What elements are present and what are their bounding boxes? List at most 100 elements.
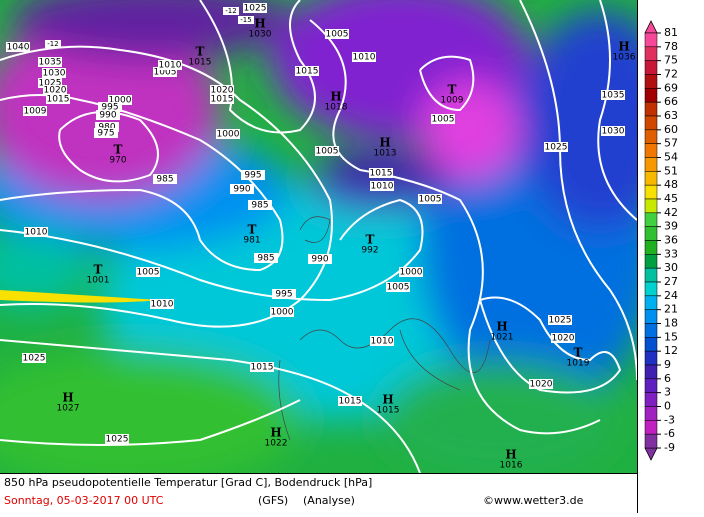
isobar-label-bg [551,333,575,343]
center-pressure: 1013 [374,149,397,159]
isobar-label: 1010 [371,182,394,192]
colorbar-tick-label: 45 [664,192,678,205]
center-symbol: H [379,136,390,150]
isobar-label: 1015 [296,67,319,77]
center-symbol: T [196,45,205,59]
colorbar-segment [644,212,658,227]
isobar-label: 1010 [353,53,376,63]
colorbar-tick-label: 63 [664,109,678,122]
isobar-label: 1010 [371,337,394,347]
isobar-label: 995 [244,171,261,181]
colorbar-tick-label: 78 [664,40,678,53]
temperature-label: -12 [225,7,236,15]
center-pressure: 1016 [500,461,523,471]
center-symbol: H [496,320,507,334]
center-symbol: H [382,393,393,407]
colorbar-tick-label: 36 [664,234,678,247]
isobar-label-bg [210,94,234,104]
isobar-label: 1035 [39,58,62,68]
isobar-label: 975 [97,129,114,139]
center-symbol: H [62,391,73,405]
isobar-label-bg [24,227,48,237]
isobar-label-bg [431,114,455,124]
isobar-label-bg [150,299,174,309]
colorbar-tick-label: 42 [664,206,678,219]
isobar-label-bg [46,94,70,104]
center-pressure: 1015 [189,58,212,68]
colorbar: 8178757269666360575451484542393633302724… [644,20,678,461]
center-pressure: 1036 [613,53,636,63]
colorbar-tick-label: 12 [664,344,678,357]
colorbar-tick-label: 33 [664,247,678,260]
colorbar-arrow [644,20,658,34]
colorbar-segment [644,378,658,393]
center-symbol: H [505,448,516,462]
isobar-label-bg [601,126,625,136]
footer [0,473,637,513]
colorbar-segment [644,295,658,310]
colorbar-segment [644,350,658,366]
map-title: 850 hPa pseudopotentielle Temperatur [Gr… [4,476,372,489]
colorbar-segment [644,406,658,421]
temperature-label-bg [223,7,239,15]
isobar-label-bg [243,3,267,13]
isobar-label: 1000 [109,96,132,106]
isobar-label-bg [370,336,394,346]
colorbar-tick-label: 6 [664,372,671,385]
center-symbol: H [618,40,629,54]
colorbar-tick-label: -9 [664,441,675,454]
temperature-label: -15 [240,16,251,24]
center-pressure: 1001 [87,276,110,286]
isobar-label: 1005 [419,195,442,205]
isobar-label-bg [98,102,122,112]
isobar-label: 1005 [137,268,160,278]
isobar-label: 990 [233,185,250,195]
center-symbol: H [270,426,281,440]
map-credit: ©www.wetter3.de [483,494,584,507]
center-symbol: T [248,223,257,237]
center-pressure: 1009 [441,96,464,106]
isobar-label-bg [105,434,129,444]
center-symbol: T [366,233,375,247]
isobar-label-bg [158,60,182,70]
isobar-label: 1010 [159,61,182,71]
isobar-label-bg [315,146,339,156]
isobar-label: 1005 [326,30,349,40]
isobar-label: 1030 [602,127,625,137]
isobar-label-bg [250,362,274,372]
center-symbol: T [114,143,123,157]
isobar-label-bg [248,200,272,210]
colorbar-tick-label: 81 [664,26,678,39]
colorbar-tick-label: 60 [664,123,678,136]
center-pressure: 1015 [377,406,400,416]
isobar-label-bg [601,90,625,100]
colorbar-tick-label: 15 [664,330,678,343]
center-pressure: 1019 [567,359,590,369]
colorbar-tick-label: 27 [664,275,678,288]
isobar-label: 1015 [47,95,70,105]
isobar-label: 995 [275,290,292,300]
isobar-label-bg [94,128,118,138]
colorbar-segment [644,198,658,214]
isobar-label: 1015 [339,397,362,407]
colorbar-tick-label: 30 [664,261,678,274]
isobar-label: 1015 [370,169,393,179]
isobar-label: 1015 [251,363,274,373]
isobar-label-bg [338,396,362,406]
isobar-labels: 1040103510301025102010151009100099599098… [6,3,625,445]
colorbar-segment [644,337,658,352]
isobar-label-bg [548,315,572,325]
isobar-label: 980 [98,123,115,133]
colorbar-segment [644,420,658,435]
map-run: (Analyse) [303,494,355,507]
isobar-label: 1000 [217,130,240,140]
colorbar-segment [644,392,658,407]
isobar-label-bg [308,254,332,264]
temperature-label-bg [238,16,254,24]
isobar-label: 1010 [151,300,174,310]
colorbar-segment [644,129,658,144]
isobar-label-bg [210,85,234,95]
colorbar-segment [644,46,658,61]
